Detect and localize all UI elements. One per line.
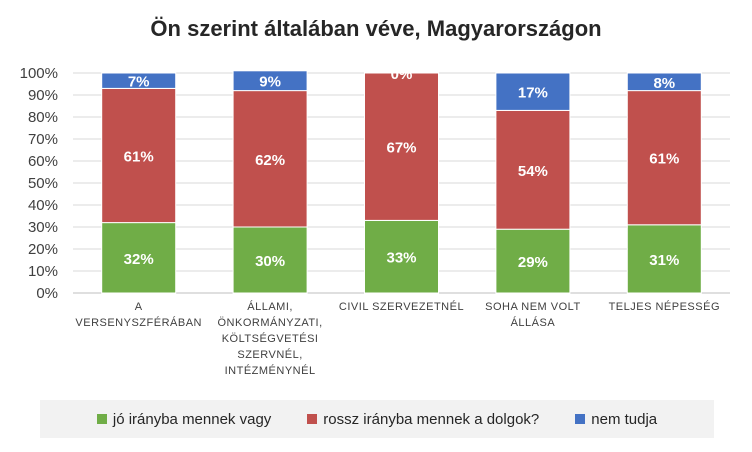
legend-item-jo: jó irányba mennek vagy: [96, 410, 272, 428]
y-tick-label: 50%: [28, 175, 58, 192]
legend-swatch-nem-tudja: [575, 414, 586, 424]
bar-segment: [626, 224, 702, 294]
y-tick-label: 20%: [28, 241, 58, 258]
legend-item-nem-tudja: nem tudja: [575, 411, 657, 428]
bar-segment: [626, 90, 702, 226]
x-tick-label: CIVIL SZERVEZETNÉL: [339, 300, 464, 313]
x-tick-label-line: ÁLLAMI,: [247, 300, 293, 313]
y-tick-label: 40%: [28, 197, 58, 214]
bar-segment: [364, 72, 439, 221]
bar-segment: [495, 228, 571, 294]
legend-label-nem-tudja: nem tudja: [591, 410, 658, 428]
x-tick-label-line: INTÉZMÉNYNÉL: [225, 364, 316, 377]
x-tick-label: TELJES NÉPESSÉG: [609, 300, 720, 313]
chart-legend: jó irányba mennek vagy rossz irányba men…: [40, 400, 714, 438]
x-tick-label: A VERSENYSZFÉRÁBAN: [75, 301, 202, 329]
y-tick-label: 0%: [36, 285, 58, 302]
y-tick-label: 100%: [20, 65, 58, 82]
x-tick-label-line: KÖLTSÉGVETÉSI: [222, 332, 319, 345]
data-label: 54%: [518, 163, 548, 180]
y-tick-label: 90%: [28, 87, 58, 104]
x-tick-label-line: CIVIL SZERVEZETNÉL: [339, 300, 464, 313]
x-tick-label: ÁLLAMI, ÖNKORMÁNYZATI, KÖLTSÉGVETÉSI SZERVN…: [217, 300, 322, 377]
x-tick-label-line: A: [135, 301, 143, 313]
x-tick-label-line: VERSENYSZFÉRÁBAN: [75, 316, 202, 329]
data-label: 62%: [255, 152, 285, 169]
legend-swatch-jo: [96, 414, 107, 424]
data-label: 61%: [649, 151, 679, 168]
bar-segment: [495, 72, 571, 111]
x-tick-label-line: SOHA NEM VOLT: [485, 301, 581, 313]
bar-segment: [101, 87, 177, 224]
legend-label-rossz: rossz irányba mennek a dolgok?: [323, 410, 540, 428]
legend-swatch-rossz: [307, 414, 318, 424]
data-label: 17%: [518, 85, 548, 102]
data-label: 7%: [128, 74, 150, 91]
legend-label-jo: jó irányba mennek vagy: [112, 410, 272, 428]
data-label: 9%: [259, 74, 281, 91]
y-tick-label: 30%: [28, 219, 58, 236]
data-label: 61%: [124, 149, 154, 166]
y-tick-label: 80%: [28, 109, 58, 126]
bar-segment: [232, 226, 308, 294]
data-label: 0%: [391, 66, 413, 83]
bar-segment: [232, 90, 308, 228]
x-tick-label-line: ÁLLÁSA: [511, 316, 556, 329]
data-label: 67%: [386, 140, 416, 157]
data-label: 29%: [518, 254, 548, 271]
data-label: 31%: [649, 252, 679, 269]
x-tick-label-line: ÖNKORMÁNYZATI,: [217, 316, 322, 329]
bar-segment: [232, 70, 308, 92]
data-label: 30%: [255, 253, 285, 270]
bar-segment: [364, 219, 439, 294]
bar-segment: [101, 72, 177, 89]
legend-item-rossz: rossz irányba mennek a dolgok?: [307, 411, 539, 428]
x-tick-label-line: TELJES NÉPESSÉG: [609, 300, 720, 313]
bar-segment: [495, 109, 571, 230]
x-tick-label: SOHA NEM VOLT ÁLLÁSA: [485, 301, 581, 329]
data-label: 8%: [653, 75, 675, 92]
data-label: 32%: [124, 251, 154, 268]
chart-plot: 0% 10% 20% 30% 40% 50% 60% 70% 80% 90% 100% 32% 61% 7…: [20, 65, 730, 377]
bar-segment: [101, 222, 177, 294]
y-tick-label: 10%: [28, 263, 58, 280]
y-tick-label: 60%: [28, 153, 58, 170]
chart-title: Ön szerint általában véve, Magyarországo…: [150, 16, 602, 41]
y-tick-label: 70%: [28, 131, 58, 148]
bar-segment: [626, 72, 702, 92]
data-label: 33%: [386, 250, 416, 267]
x-tick-label-line: SZERVNÉL,: [237, 348, 302, 361]
